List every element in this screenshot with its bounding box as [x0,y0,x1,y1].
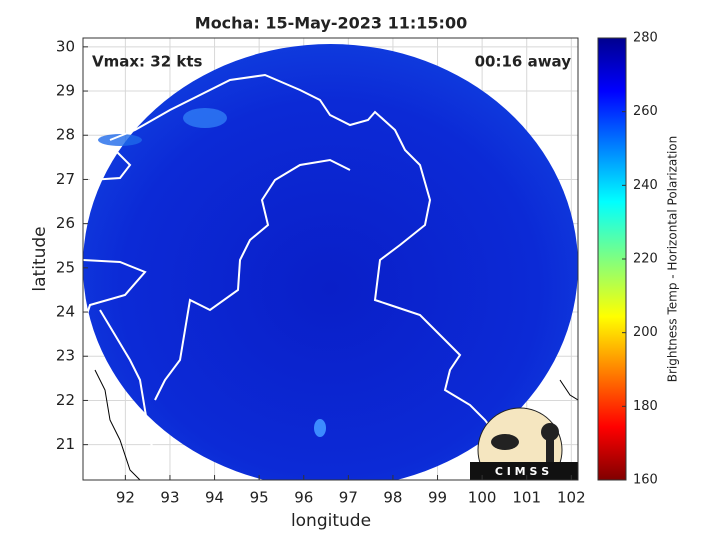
chart-title: Mocha: 15-May-2023 11:15:00 [195,14,467,33]
borders [83,73,501,471]
y-tick-label: 25 [56,258,75,276]
map-field: C I M S S [83,44,578,480]
x-tick-label: 99 [428,489,447,507]
y-tick-label: 28 [56,126,75,144]
y-tick-label: 27 [56,170,75,188]
x-tick-label: 95 [250,489,269,507]
warm-patch [314,419,326,437]
colorbar-tick-label: 160 [633,473,658,488]
y-tick-label: 29 [56,82,75,100]
colorbar-tick-label: 180 [633,399,658,414]
colorbar-tick-label: 260 [633,104,658,119]
y-tick-label: 22 [56,391,75,409]
x-tick-label: 102 [557,489,586,507]
plot-frame [82,37,579,481]
annotation: 00:16 away [475,53,572,71]
x-tick-label: 93 [160,489,179,507]
colorbar-tick-label: 280 [633,31,658,46]
warm-patch [98,134,142,146]
x-tick-label: 97 [339,489,358,507]
x-axis-label: longitude [291,511,371,531]
colorbar-tick-label: 240 [633,178,658,193]
swath [83,44,578,480]
logo: C I M S S [470,407,578,480]
colorbar-tick-label: 200 [633,325,658,340]
x-tick-label: 98 [383,489,402,507]
colorbar-tick-label: 220 [633,252,658,267]
annotation: Vmax: 32 kts [92,53,202,71]
y-tick-label: 21 [56,435,75,453]
y-tick-label: 26 [56,214,75,232]
x-tick-label: 101 [512,489,541,507]
colorbar-label: Brightness Temp - Horizontal Polarizatio… [666,136,680,383]
x-tick-label: 96 [294,489,313,507]
y-tick-label: 23 [56,347,75,365]
colorbar [597,37,627,481]
x-tick-label: 100 [468,489,497,507]
warm-patch [183,108,227,128]
x-tick-label: 94 [205,489,224,507]
y-tick-label: 24 [56,303,75,321]
x-tick-label: 92 [116,489,135,507]
y-axis-label: latitude [30,226,50,291]
coastline [94,369,578,480]
logo-text: C I M S S [495,465,549,478]
y-tick-label: 30 [56,37,75,55]
